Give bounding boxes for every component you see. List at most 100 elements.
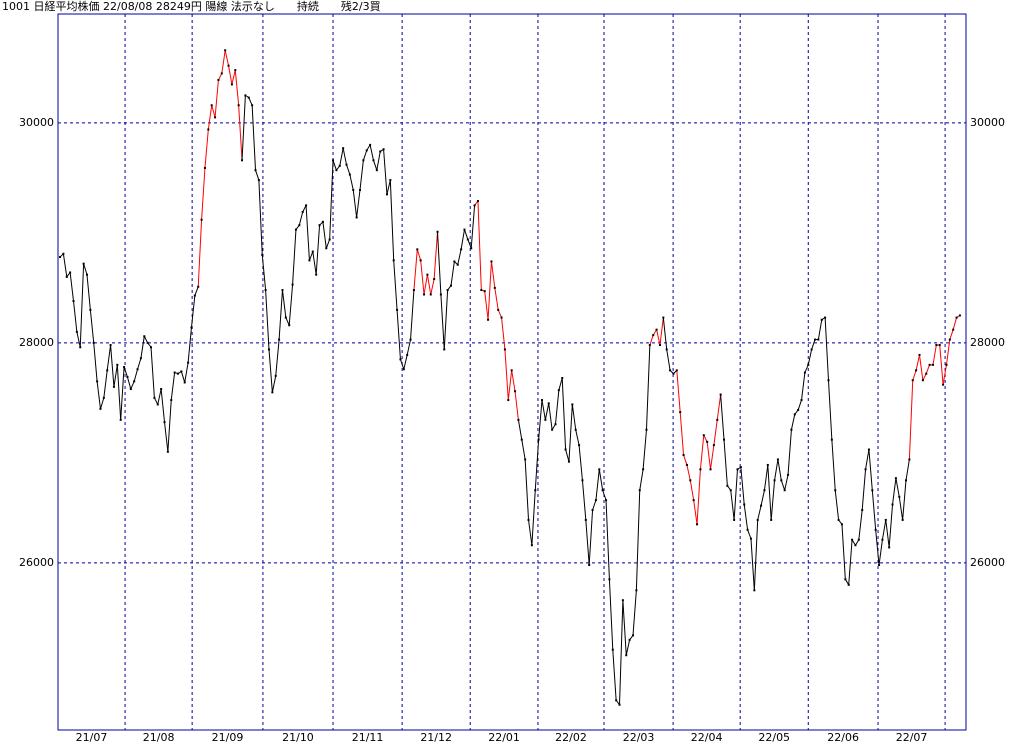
point bbox=[669, 369, 672, 372]
point bbox=[615, 699, 618, 702]
point bbox=[530, 544, 533, 547]
point bbox=[254, 169, 257, 172]
line-segment bbox=[575, 429, 580, 446]
line-segment bbox=[898, 496, 904, 521]
point bbox=[224, 49, 227, 52]
point bbox=[160, 388, 163, 391]
point bbox=[281, 289, 284, 292]
line-segment bbox=[925, 364, 931, 374]
point bbox=[847, 583, 850, 586]
line-segment bbox=[720, 394, 725, 440]
line-segment bbox=[490, 261, 496, 288]
line-segment bbox=[228, 65, 233, 85]
x-tick-label: 21/12 bbox=[420, 731, 452, 744]
point bbox=[89, 308, 92, 311]
point bbox=[594, 499, 597, 502]
line-segment bbox=[716, 394, 722, 420]
point bbox=[537, 438, 540, 441]
point bbox=[402, 368, 405, 371]
point bbox=[662, 316, 665, 319]
x-tick-label: 22/01 bbox=[488, 731, 520, 744]
line-segment bbox=[497, 309, 503, 318]
point bbox=[355, 216, 358, 219]
point bbox=[591, 509, 594, 512]
point bbox=[635, 589, 638, 592]
line-segment bbox=[622, 600, 627, 656]
line-segment bbox=[362, 150, 368, 161]
point bbox=[884, 518, 887, 521]
line-segment bbox=[521, 439, 526, 460]
point bbox=[928, 363, 931, 366]
line-segment bbox=[406, 339, 412, 356]
point bbox=[156, 403, 159, 406]
point bbox=[857, 538, 860, 541]
point bbox=[112, 385, 115, 388]
line-segment bbox=[460, 229, 465, 250]
point bbox=[284, 316, 287, 319]
point bbox=[743, 503, 746, 506]
y-tick-label-right: 30000 bbox=[970, 116, 1005, 129]
line-segment bbox=[494, 287, 499, 310]
x-tick-label: 21/09 bbox=[212, 731, 244, 744]
point bbox=[824, 316, 827, 319]
line-segment bbox=[79, 263, 85, 348]
point bbox=[827, 379, 830, 382]
line-segment bbox=[234, 70, 240, 106]
line-segment bbox=[143, 336, 149, 344]
line-segment bbox=[753, 519, 759, 591]
line-segment bbox=[790, 414, 796, 430]
point bbox=[217, 78, 220, 81]
point bbox=[648, 344, 651, 347]
point bbox=[82, 262, 85, 265]
point bbox=[197, 285, 200, 288]
line-segment bbox=[881, 519, 887, 540]
line-segment bbox=[116, 364, 122, 420]
point bbox=[476, 199, 479, 202]
line-segment bbox=[585, 519, 590, 566]
line-segment bbox=[153, 397, 159, 405]
point bbox=[79, 346, 82, 349]
line-segment bbox=[258, 180, 263, 255]
point bbox=[723, 438, 726, 441]
line-segment bbox=[945, 339, 951, 365]
point bbox=[605, 499, 608, 502]
line-segment bbox=[383, 149, 388, 195]
point bbox=[298, 224, 301, 227]
point bbox=[894, 477, 897, 480]
line-segment bbox=[952, 317, 958, 330]
line-segment bbox=[511, 370, 516, 392]
point bbox=[814, 338, 817, 341]
line-segment bbox=[801, 372, 806, 401]
line-segment bbox=[699, 435, 705, 470]
point bbox=[257, 179, 260, 182]
point bbox=[203, 166, 206, 169]
point bbox=[679, 411, 682, 414]
line-segment bbox=[871, 490, 877, 530]
line-segment bbox=[231, 69, 236, 85]
point bbox=[123, 366, 126, 369]
line-segment bbox=[743, 504, 749, 530]
point bbox=[433, 278, 436, 281]
point bbox=[399, 358, 402, 361]
point bbox=[497, 308, 500, 311]
point bbox=[328, 238, 331, 241]
x-tick-label: 22/06 bbox=[827, 731, 859, 744]
line-segment bbox=[713, 419, 718, 446]
line-segment bbox=[140, 336, 145, 359]
line-segment bbox=[817, 319, 823, 340]
point bbox=[898, 495, 901, 498]
point bbox=[584, 518, 587, 521]
line-segment bbox=[541, 399, 546, 420]
line-segment bbox=[811, 339, 816, 350]
line-segment bbox=[106, 344, 112, 371]
point bbox=[352, 188, 355, 191]
line-segment bbox=[905, 459, 910, 481]
point bbox=[443, 348, 446, 351]
line-segment bbox=[679, 412, 685, 456]
line-segment bbox=[86, 274, 91, 310]
point bbox=[416, 248, 419, 251]
point bbox=[429, 293, 432, 296]
y-tick-label: 26000 bbox=[19, 556, 54, 569]
point bbox=[645, 428, 648, 431]
